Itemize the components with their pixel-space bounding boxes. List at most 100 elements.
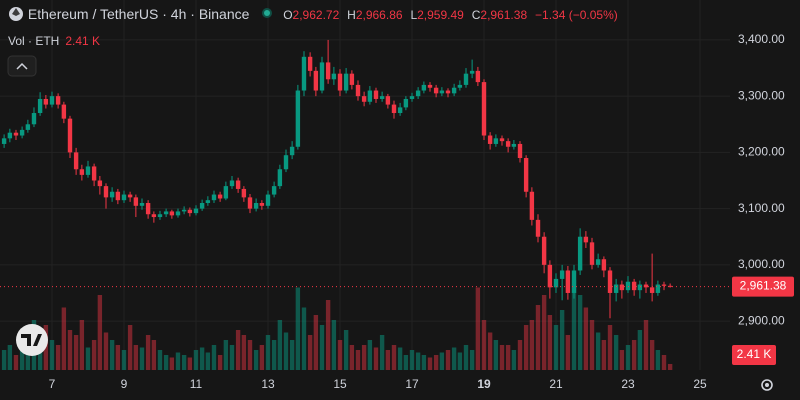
volume-bar	[97, 295, 103, 370]
candle-body	[103, 186, 109, 198]
candle-body	[1, 138, 7, 144]
last-volume-label: 2.41 K	[737, 347, 772, 361]
volume-bar	[499, 345, 505, 370]
candle-body	[49, 96, 55, 105]
volume-bar	[109, 340, 115, 370]
volume-bar	[223, 340, 229, 370]
volume-bar	[295, 287, 301, 370]
candle-body	[445, 90, 451, 94]
candle-body	[535, 219, 541, 237]
low-label: L	[410, 8, 418, 22]
close-value: 2,961.38	[480, 8, 528, 22]
candle-body	[199, 202, 205, 209]
tv-logo[interactable]	[16, 324, 48, 356]
volume-bar	[331, 320, 337, 370]
candle-body	[67, 118, 73, 153]
candle-body	[553, 278, 559, 288]
candle-body	[13, 132, 19, 136]
candle-body	[115, 191, 121, 201]
candle-body	[631, 281, 637, 291]
x-tick-label: 9	[121, 377, 128, 391]
candle-body	[217, 194, 223, 199]
candle-body	[361, 96, 367, 102]
open-value: 2,962.72	[292, 8, 340, 22]
candle-body	[469, 70, 475, 74]
volume-bar	[481, 320, 487, 370]
volume-bar	[169, 357, 175, 370]
volume-bar	[283, 332, 289, 370]
last-price-label: 2,961.38	[740, 279, 787, 293]
candle-body	[295, 90, 301, 147]
volume-bar	[217, 355, 223, 370]
y-tick-label: 3,300.00	[738, 88, 785, 102]
candle-body	[97, 180, 103, 187]
volume-bar	[517, 340, 523, 370]
candle-body	[223, 186, 229, 199]
candle-body	[589, 242, 595, 265]
y-tick-label: 3,400.00	[738, 32, 785, 46]
status-dot	[262, 8, 273, 18]
candle-body	[439, 90, 445, 94]
legend-header: Ethereum / TetherUS · 4h · Binance O2,96…	[8, 6, 618, 22]
candle-body	[511, 143, 517, 147]
tv-logo-mark	[21, 334, 42, 346]
volume-bar	[91, 340, 97, 370]
volume-bar	[325, 300, 331, 370]
volume-bar	[415, 352, 421, 370]
volume-bar	[157, 350, 163, 370]
candle-body	[313, 70, 319, 91]
candle-body	[451, 87, 457, 94]
candle-body	[55, 96, 61, 105]
last-volume-box	[732, 344, 776, 365]
candle-body	[265, 194, 271, 206]
volume-bar	[151, 340, 157, 370]
last-price-box	[732, 276, 794, 297]
volume-bar	[391, 345, 397, 370]
volume-bar	[13, 355, 19, 370]
candle-body	[253, 202, 259, 209]
y-tick-label: 2,900.00	[738, 313, 785, 327]
candle-body	[325, 62, 331, 80]
volume-bar	[469, 350, 475, 370]
candle-body	[619, 284, 625, 291]
volume-bar	[139, 347, 145, 370]
volume-bar	[265, 335, 271, 370]
candle-body	[181, 209, 187, 212]
candle-body	[43, 98, 49, 105]
candle-body	[487, 135, 493, 144]
collapse-icon	[16, 62, 28, 70]
candle-body	[601, 259, 607, 271]
candle-body	[607, 270, 613, 293]
volume-bar	[421, 355, 427, 370]
symbol[interactable]: Ethereum / TetherUS · 4h · Binance	[27, 6, 250, 22]
volume-bar	[121, 350, 127, 370]
volume-bar	[355, 350, 361, 370]
y-tick-label: 3,100.00	[738, 201, 785, 215]
settings-icon[interactable]	[761, 379, 773, 391]
candle-body	[31, 113, 37, 125]
candle-body	[157, 214, 163, 218]
candle-body	[139, 202, 145, 206]
volume-bar	[655, 350, 661, 370]
volume-bar	[583, 307, 589, 370]
volume-bar	[625, 345, 631, 370]
candle-body	[625, 281, 631, 291]
volume-bar	[553, 325, 559, 370]
volume-bar	[61, 307, 67, 370]
candle-body	[661, 284, 667, 286]
candle-body	[655, 284, 661, 293]
volume-bar	[427, 357, 433, 370]
candle-body	[667, 285, 673, 287]
volume-bar	[145, 335, 151, 370]
volume-legend: Vol · ETH 2.41 K	[8, 34, 100, 48]
volume-bar	[589, 320, 595, 370]
volume-bar	[199, 347, 205, 370]
volume-bar	[595, 332, 601, 370]
volume-bar	[307, 335, 313, 370]
collapse-button[interactable]	[7, 55, 37, 77]
high-value: 2,966.86	[355, 8, 403, 22]
open-label: O	[283, 8, 293, 22]
volume-bar	[193, 350, 199, 370]
